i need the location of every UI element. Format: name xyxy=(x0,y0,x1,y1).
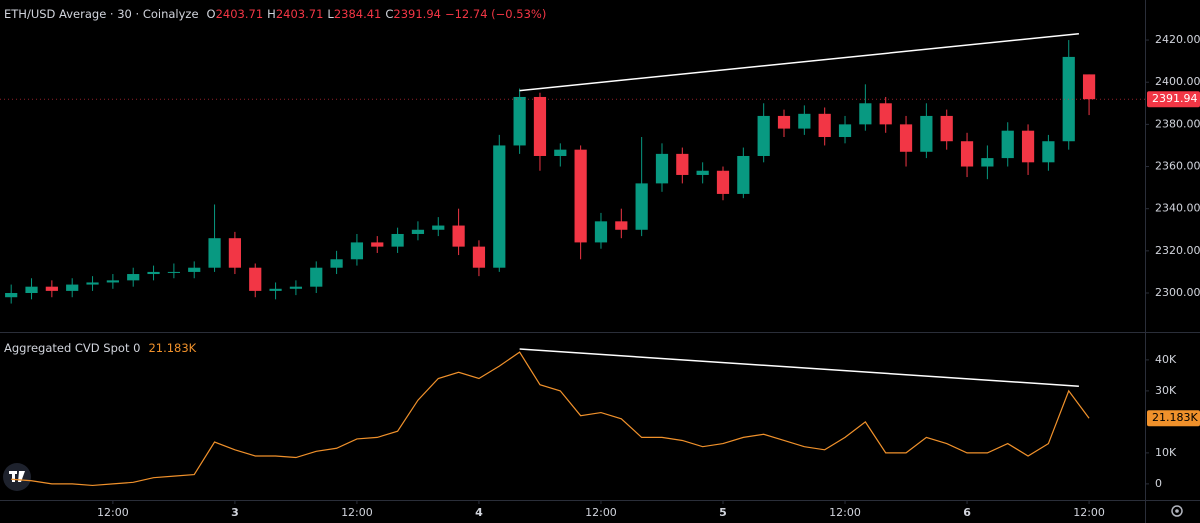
y-tick-label: 2380.00 xyxy=(1155,117,1200,130)
x-tick-label: 3 xyxy=(231,506,239,519)
candle-body xyxy=(859,103,872,125)
last-price-label: 2391.94 xyxy=(1152,92,1198,105)
ohlc-value: 2391.94 xyxy=(393,7,441,21)
candle-body xyxy=(452,225,465,247)
candle-body xyxy=(249,267,262,291)
indicator-value: 21.183K xyxy=(148,341,196,355)
x-tick-label: 4 xyxy=(475,506,483,519)
x-tick-label: 12:00 xyxy=(97,506,129,519)
candle-body xyxy=(737,155,750,194)
trendline xyxy=(519,348,1079,387)
y-tick-label: 10K xyxy=(1155,446,1177,459)
candle-body xyxy=(696,170,709,175)
cvd-line xyxy=(11,351,1090,487)
candle-body xyxy=(818,113,831,138)
candle-body xyxy=(1042,141,1055,163)
candle-body xyxy=(798,113,811,129)
candle-body xyxy=(493,145,506,268)
candle-body xyxy=(66,284,79,291)
y-tick-label: 2360.00 xyxy=(1155,160,1200,173)
candle-body xyxy=(960,141,974,167)
y-tick-label: 2400.00 xyxy=(1155,75,1200,88)
candle-body xyxy=(106,280,119,283)
candle-body xyxy=(167,271,180,273)
y-tick-label: 2420.00 xyxy=(1155,33,1200,46)
candle-body xyxy=(432,225,445,230)
candle-body xyxy=(574,149,587,243)
candle-body xyxy=(350,242,364,260)
candle-body xyxy=(1001,130,1014,159)
candle-body xyxy=(269,288,282,291)
candle-body xyxy=(920,115,933,152)
indicator-legend: Aggregated CVD Spot 0 21.183K xyxy=(4,341,197,355)
candle-body xyxy=(513,96,526,146)
x-tick-label: 12:00 xyxy=(1073,506,1105,519)
x-tick-label: 6 xyxy=(963,506,971,519)
candle-body xyxy=(188,267,201,272)
ohlc-value: 2403.71 xyxy=(276,7,324,21)
candle-body xyxy=(1021,130,1035,163)
candle-body xyxy=(899,124,913,152)
candle-body xyxy=(940,115,953,142)
candle-body xyxy=(127,274,140,281)
candle-body xyxy=(655,153,669,184)
candle-body xyxy=(716,170,730,194)
x-tick-label: 5 xyxy=(719,506,727,519)
candle-body xyxy=(554,149,567,156)
candle-body xyxy=(25,286,38,294)
symbol-name: ETH/USD Average · 30 · Coinalyze xyxy=(4,7,199,21)
x-tick-label: 12:00 xyxy=(585,506,617,519)
candle-body xyxy=(615,221,628,230)
candle-body xyxy=(5,293,18,298)
candle-body xyxy=(86,282,99,285)
y-tick-label: 2300.00 xyxy=(1155,286,1200,299)
candle-body xyxy=(310,267,323,287)
candle-body xyxy=(757,115,770,156)
last-value-label: 21.183K xyxy=(1152,411,1198,424)
candle-body xyxy=(391,233,404,247)
candle-body xyxy=(1082,74,1096,100)
candle-body xyxy=(289,286,303,289)
candle-body xyxy=(879,103,892,125)
y-tick-label: 40K xyxy=(1155,353,1177,366)
candle-body xyxy=(533,96,547,156)
candle-body xyxy=(228,238,241,268)
ohlc-letter: O xyxy=(207,7,216,21)
candle-body xyxy=(411,229,425,234)
candle-body xyxy=(147,271,160,275)
change: −12.74 (−0.53%) xyxy=(445,7,546,21)
ohlc-letter: C xyxy=(385,7,393,21)
trendline xyxy=(519,32,1079,92)
ohlc-value: 2384.41 xyxy=(334,7,382,21)
x-tick-label: 12:00 xyxy=(341,506,373,519)
x-tick-label: 12:00 xyxy=(829,506,861,519)
y-tick-label: 30K xyxy=(1155,384,1177,397)
candle-body xyxy=(777,115,791,129)
candle-body xyxy=(208,238,221,268)
symbol: ETH/USD Average · 30 · Coinalyze O2403.71… xyxy=(4,7,546,21)
tv-logo[interactable] xyxy=(3,463,31,491)
ohlc-letter: L xyxy=(327,7,334,21)
last-price-tag xyxy=(1147,91,1200,108)
candle-body xyxy=(981,158,994,167)
candle-body xyxy=(635,183,648,230)
indicator-title: Aggregated CVD Spot 0 xyxy=(4,341,140,355)
candle-body xyxy=(330,259,343,268)
candle-body xyxy=(838,124,852,138)
candle-body xyxy=(371,242,384,247)
y-tick-label: 0 xyxy=(1155,477,1162,490)
ohlc-letter: H xyxy=(267,7,276,21)
candle-body xyxy=(472,246,486,268)
y-tick-label: 2320.00 xyxy=(1155,244,1200,257)
settings-icon[interactable] xyxy=(1171,505,1183,517)
last-value-tag xyxy=(1147,410,1200,427)
candle-body xyxy=(676,153,689,175)
y-tick-label: 2340.00 xyxy=(1155,202,1200,215)
candle-body xyxy=(45,286,58,291)
candle-body xyxy=(594,221,608,243)
ohlc-value: 2403.71 xyxy=(216,7,264,21)
